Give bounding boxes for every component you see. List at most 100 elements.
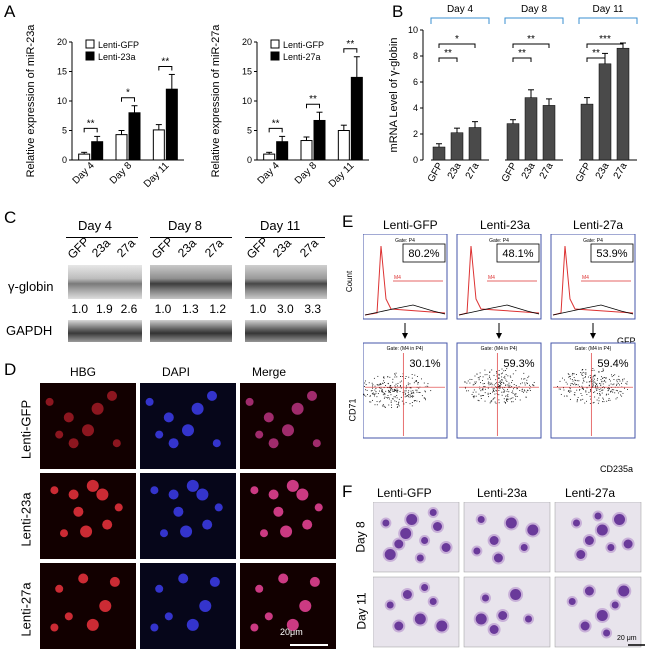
e-scatter-dot	[489, 377, 491, 378]
y-tick-label: 4	[413, 103, 418, 113]
e-scatter-dot	[407, 395, 409, 397]
e-scatter-dot	[499, 385, 501, 386]
e-scatter-dot	[617, 382, 619, 384]
legend-label: Lenti-GFP	[98, 40, 139, 50]
e-scatter-dot	[412, 390, 414, 392]
d-cell-dot	[255, 430, 264, 439]
e-scatter-dot	[506, 399, 507, 401]
e-cd71-label: CD71	[347, 398, 358, 422]
e-scatter-dot	[371, 389, 373, 391]
chart-a2-mir27a: 0 5 10 15 20 Relative expression of miR-27a **…	[210, 24, 369, 190]
e-scatter-dot	[379, 390, 380, 392]
e-scatter-dot	[395, 383, 397, 385]
e-scatter-dot	[495, 383, 497, 385]
d-cell-dot	[173, 506, 184, 517]
e-scatter-dot	[510, 397, 512, 399]
e-scatter-dot	[384, 393, 386, 395]
e-scatter-dot	[419, 401, 421, 403]
d-cell-dot	[164, 612, 173, 621]
sig-label: **	[592, 48, 600, 59]
e-scatter-dot	[487, 393, 489, 395]
e-scatter-dot	[597, 387, 599, 389]
e-scatter-dot	[592, 379, 594, 381]
e-scatter-dot	[491, 382, 493, 384]
e-scatter-dot	[506, 398, 508, 400]
e-gate-bottom: Gate: (M4 in P4)	[387, 346, 424, 352]
d-scale-label: 20μm	[280, 627, 303, 637]
e-scatter-dot	[396, 388, 398, 390]
x-tick-label: Day 4	[71, 160, 98, 187]
e-scatter-dot	[594, 375, 596, 377]
y-tick-label: 10	[408, 25, 418, 35]
e-scatter-dot	[383, 380, 385, 382]
d-cell-dot	[250, 623, 259, 632]
e-scatter-dot	[415, 389, 417, 391]
e-scatter-dot	[370, 390, 372, 392]
e-scatter-dot	[500, 382, 502, 383]
x-tick-label: 27a	[464, 161, 482, 181]
e-scatter-dot	[386, 397, 388, 399]
f-cell-nucleus	[510, 589, 522, 600]
e-scatter-dot	[605, 378, 607, 380]
e-scatter-dot	[383, 376, 385, 378]
d-cell-dot	[286, 618, 299, 631]
e-scatter-dot	[566, 383, 568, 385]
e-scatter-dot	[620, 394, 621, 396]
e-scatter-dot	[498, 373, 500, 375]
e-scatter-dot	[372, 393, 374, 395]
e-scatter-dot	[598, 388, 600, 390]
e-scatter-dot	[619, 384, 620, 386]
e-scatter-dot	[601, 389, 603, 391]
e-scatter-dot	[383, 405, 385, 407]
f-row-day11: Day 11	[354, 592, 369, 630]
e-scatter-dot	[387, 395, 389, 396]
e-scatter-dot	[501, 379, 502, 381]
e-scatter-dot	[481, 389, 483, 391]
e-scatter-dot	[404, 394, 406, 396]
d-cell-dot	[245, 397, 254, 406]
e-scatter-dot	[377, 384, 379, 386]
d-cell-dot	[212, 439, 221, 448]
f-cell-nucleus	[416, 554, 424, 562]
e-scatter-dot	[410, 393, 412, 395]
e-scatter-dot	[602, 377, 604, 379]
e-scatter-dot	[480, 398, 482, 399]
e-scatter-dot	[585, 376, 586, 378]
e-scatter-dot	[616, 379, 618, 381]
e-scatter-dot	[500, 373, 502, 375]
e-scatter-dot	[586, 400, 587, 402]
d-cell-dot	[312, 439, 321, 448]
e-scatter-dot	[401, 400, 403, 402]
e-scatter-dot	[503, 389, 505, 391]
e-scatter-dot	[475, 381, 477, 383]
e-scatter-dot	[367, 394, 368, 396]
y-axis-label: Relative expression of miR-27a	[210, 24, 222, 178]
e-scatter-dot	[383, 376, 384, 378]
bar	[598, 63, 612, 161]
legend-label: Lenti-23a	[98, 52, 136, 62]
e-scatter-dot	[465, 387, 466, 389]
f-col-gfp: Lenti-GFP	[377, 486, 432, 500]
e-scatter-dot	[403, 403, 405, 405]
f-cell-nucleus	[477, 516, 485, 523]
e-scatter-dot	[618, 379, 620, 381]
e-scatter-dot	[411, 374, 413, 375]
e-scatter-dot	[394, 389, 396, 391]
bar	[128, 112, 141, 161]
d-cell-dot	[264, 612, 273, 621]
e-scatter-dot	[507, 394, 509, 396]
e-scatter-dot	[479, 388, 481, 390]
e-scatter-dot	[388, 391, 390, 393]
e-scatter-dot	[487, 382, 489, 384]
e-scatter-dot	[523, 391, 525, 393]
bar	[165, 88, 178, 161]
d-cell-dot	[68, 489, 79, 500]
e-scatter-dot	[503, 382, 505, 384]
e-scatter-dot	[498, 385, 500, 387]
e-scatter-dot	[399, 381, 401, 383]
e-scatter-dot	[602, 370, 604, 372]
e-scatter-dot	[608, 387, 610, 389]
e-scatter-dot	[596, 379, 598, 381]
e-scatter-dot	[503, 370, 505, 372]
e-scatter-dot	[594, 381, 596, 383]
